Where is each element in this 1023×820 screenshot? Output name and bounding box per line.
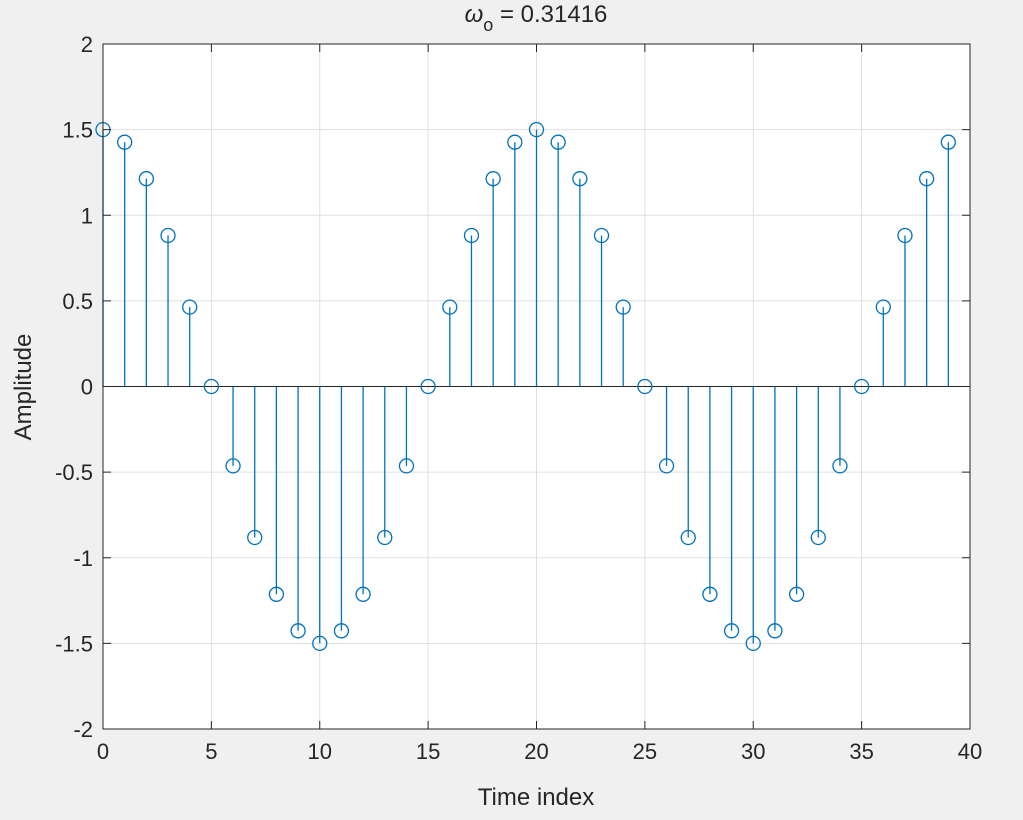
y-tick-labels: -2 -1.5 -1 -0.5 0 0.5 1 1.5 2 <box>55 32 93 742</box>
stem-marker <box>919 171 935 187</box>
x-tick-label: 25 <box>633 739 657 764</box>
stem-marker <box>333 623 350 639</box>
y-tick-label: -1.5 <box>55 631 93 656</box>
x-tick-label: 30 <box>741 739 765 764</box>
y-tick-label: 0.5 <box>62 289 93 314</box>
stem-marker <box>398 458 415 474</box>
stem-marker <box>355 586 371 602</box>
x-tick-labels: 0 5 10 15 20 25 30 35 40 <box>97 739 982 764</box>
stem-marker <box>593 227 610 244</box>
x-tick-label: 0 <box>97 739 109 764</box>
stem-marker <box>615 299 631 315</box>
stem-marker <box>680 529 696 546</box>
y-tick-label: -2 <box>73 717 93 742</box>
stem-marker <box>853 378 870 395</box>
title-value: = 0.31416 <box>493 1 607 28</box>
stem-marker <box>117 134 133 150</box>
stem-marker <box>290 623 306 639</box>
stem-marker <box>420 378 436 395</box>
stem-marker <box>550 134 566 150</box>
stem-marker <box>247 529 263 546</box>
stem-marker <box>160 227 176 244</box>
title-subscript: o <box>483 15 493 35</box>
stem-marker <box>225 458 241 474</box>
y-tick-label: 1 <box>81 203 93 228</box>
stem-marker <box>810 529 826 546</box>
stem-marker <box>658 458 675 474</box>
stem-marker <box>138 171 155 187</box>
stem-marker <box>940 134 956 150</box>
markers <box>95 121 956 652</box>
stem-marker <box>485 171 501 187</box>
x-tick-label: 40 <box>958 739 982 764</box>
stem-marker <box>312 635 328 652</box>
stem-marker <box>463 227 480 244</box>
y-tick-label: -1 <box>73 546 93 571</box>
x-tick-label: 15 <box>416 739 440 764</box>
stem-marker <box>767 623 783 639</box>
chart-title: ωo = 0.31416 <box>465 1 608 35</box>
stem-marker <box>203 378 220 395</box>
stem-marker <box>377 529 393 546</box>
title-omega: ω <box>465 1 484 28</box>
stem-marker <box>702 586 718 602</box>
stem-marker <box>528 121 545 138</box>
y-tick-label: 0 <box>81 375 93 400</box>
stem-marker <box>788 586 805 602</box>
x-tick-label: 20 <box>524 739 548 764</box>
stem-marker <box>507 134 523 150</box>
y-tick-label: 1.5 <box>62 118 93 143</box>
tick-marks <box>102 43 971 730</box>
x-axis-label: Time index <box>478 784 594 811</box>
stem-marker <box>637 378 653 395</box>
stem-marker <box>745 635 761 652</box>
x-tick-label: 10 <box>308 739 332 764</box>
y-axis-label: Amplitude <box>10 334 37 441</box>
stem-marker <box>182 299 198 315</box>
stem-marker <box>723 623 740 639</box>
stem-marker <box>268 586 285 602</box>
stem-marker <box>442 299 458 315</box>
stem-marker <box>875 299 891 315</box>
stem-marker <box>897 227 913 244</box>
y-tick-label: 2 <box>81 32 93 57</box>
y-tick-label: -0.5 <box>55 460 93 485</box>
stem-marker <box>832 458 848 474</box>
stem-marker <box>572 171 588 187</box>
x-tick-label: 35 <box>849 739 873 764</box>
x-tick-label: 5 <box>205 739 217 764</box>
